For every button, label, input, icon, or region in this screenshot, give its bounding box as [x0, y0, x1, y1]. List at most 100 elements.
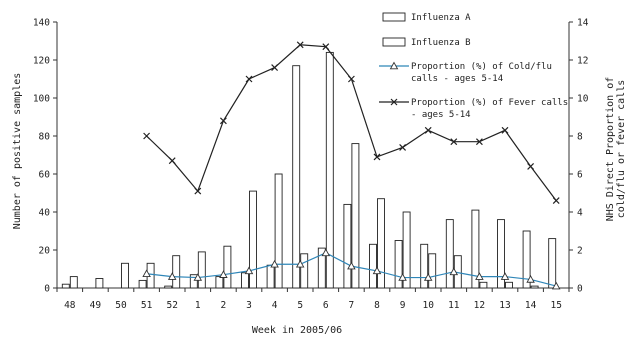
x-tick-label: 14 [525, 300, 537, 311]
bar-influenza-a [189, 274, 198, 289]
cold-flu-point [475, 272, 484, 280]
bar-influenza-a [394, 240, 403, 289]
fever-point [194, 187, 202, 195]
bar-influenza-b [69, 276, 78, 289]
x-tick-label: 52 [166, 300, 177, 311]
x-tick-label: 1 [195, 300, 201, 311]
cold-flu-point [193, 273, 203, 281]
cold-flu-point [423, 273, 433, 281]
y-tick-label-right: 0 [577, 284, 583, 295]
fever-point [143, 132, 151, 140]
bar-influenza-b [274, 173, 283, 289]
bar-influenza-b [172, 255, 181, 289]
y2-axis-title-line2: cold/flu or fever calls [616, 80, 627, 218]
y2-axis-title-line1: NHS Direct Proportion of [605, 77, 616, 222]
cold-flu-line [146, 252, 557, 287]
bar-influenza-b [121, 262, 129, 289]
legend-label-influenza-b: Influenza B [411, 38, 471, 48]
bar-influenza-a [292, 65, 301, 289]
y-tick-label-left: 0 [44, 284, 50, 295]
cold-flu-point [142, 269, 151, 277]
fever-point [219, 117, 227, 125]
y-tick-label-left: 140 [33, 18, 50, 29]
y-tick-label-left: 20 [39, 246, 51, 257]
bar-influenza-b [530, 285, 539, 289]
x-tick-label: 11 [448, 300, 460, 311]
fever-point [373, 153, 381, 161]
x-tick-label: 7 [349, 300, 355, 311]
fever-point [168, 157, 176, 165]
fever-point [322, 43, 330, 51]
y-tick-label-right: 10 [577, 94, 589, 105]
x-tick-label: 6 [323, 300, 329, 311]
legend: Influenza A Influenza B Proportion (%) of … [379, 12, 568, 120]
y-tick-label-right: 12 [577, 56, 588, 67]
fever-point [527, 162, 535, 170]
cold-flu-point [295, 259, 305, 268]
x-tick-label: 9 [400, 300, 406, 311]
cold-flu-point [500, 272, 510, 280]
x-tick-label: 5 [297, 300, 303, 311]
x-tick-label: 15 [550, 300, 561, 311]
bar-influenza-b [428, 253, 437, 289]
bar-influenza-a [445, 219, 454, 289]
legend-label-cold-flu-2: calls - ages 5-14 [411, 74, 503, 84]
cold-flu-point [219, 270, 228, 278]
bar-influenza-b [249, 190, 257, 289]
cold-flu-point [244, 266, 254, 275]
y-tick-label-right: 4 [577, 208, 583, 219]
bar-influenza-a [317, 247, 326, 289]
legend-swatch-fever-marker [390, 98, 398, 106]
x-tick-label: 4 [272, 300, 278, 311]
legend-swatch-influenza-b [382, 37, 406, 47]
y-tick-label-left: 40 [39, 208, 51, 219]
fever-point [552, 197, 560, 205]
cold-flu-point [321, 248, 331, 257]
bar-influenza-a [471, 209, 480, 289]
y-tick-label-right: 8 [577, 132, 583, 143]
cold-flu-point [347, 261, 356, 270]
legend-swatch-cold-flu-marker [389, 61, 399, 70]
x-tick-label: 8 [374, 300, 380, 311]
fever-point [450, 138, 458, 146]
bar-influenza-b [223, 245, 232, 289]
cold-flu-point [449, 267, 459, 276]
bar-influenza-a [61, 283, 70, 289]
cold-flu-point [167, 272, 177, 280]
fever-point [424, 126, 432, 134]
x-tick-label: 48 [64, 300, 76, 311]
bar-influenza-a [241, 272, 249, 289]
bar-influenza-b [377, 198, 385, 289]
x-tick-label: 51 [141, 300, 153, 311]
cold-flu-point [372, 266, 382, 275]
bars [61, 51, 557, 289]
bar-influenza-a [215, 276, 224, 289]
bar-influenza-a [343, 203, 352, 289]
y-tick-label-right: 14 [577, 18, 589, 29]
legend-label-fever-1: Proportion (%) of Fever calls [411, 98, 568, 108]
bar-influenza-b [197, 251, 206, 289]
cold-flu-point [270, 259, 279, 268]
y-tick-label-left: 100 [33, 94, 50, 105]
x-tick-label: 12 [474, 300, 485, 311]
legend-label-cold-flu-1: Proportion (%) of Cold/flu [411, 62, 552, 72]
x-tick-label: 50 [115, 300, 127, 311]
y-tick-label-left: 60 [39, 170, 51, 181]
bar-influenza-a [369, 243, 377, 289]
lines [142, 41, 561, 290]
legend-label-influenza-a: Influenza A [411, 13, 471, 23]
bar-influenza-a [420, 243, 429, 289]
fever-point [347, 75, 355, 83]
bar-influenza-b [351, 143, 360, 289]
x-tick-label: 49 [90, 300, 102, 311]
y-tick-label-right: 6 [577, 170, 583, 181]
bar-influenza-a [522, 230, 531, 289]
y-axis-title: Number of positive samples [12, 73, 23, 230]
fever-point [475, 138, 483, 146]
bar-influenza-b [95, 278, 104, 289]
bar-influenza-a [164, 285, 173, 289]
cold-flu-point [551, 281, 561, 290]
x-tick-label: 10 [422, 300, 434, 311]
